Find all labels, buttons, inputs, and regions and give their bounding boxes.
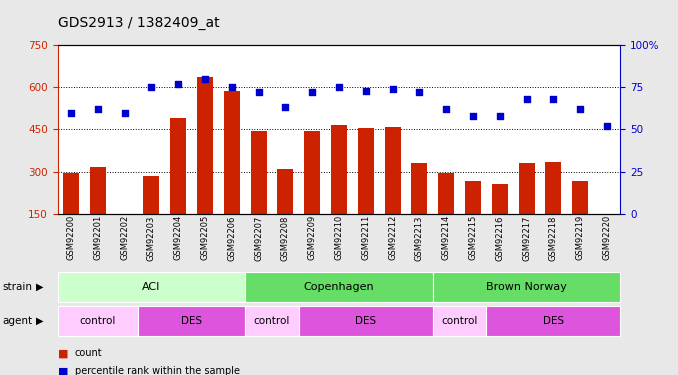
- Point: [306, 89, 317, 95]
- Point: [387, 86, 398, 92]
- Point: [361, 88, 372, 94]
- Bar: [519, 163, 535, 214]
- Bar: [438, 173, 454, 214]
- Text: control: control: [254, 316, 290, 326]
- Text: DES: DES: [355, 316, 376, 326]
- Bar: [572, 182, 589, 214]
- Text: ▶: ▶: [36, 282, 43, 292]
- Text: ■: ■: [58, 366, 68, 375]
- Text: agent: agent: [2, 316, 32, 326]
- Bar: [358, 128, 374, 214]
- Bar: [170, 118, 186, 214]
- Bar: [545, 162, 561, 214]
- Point: [334, 84, 344, 90]
- Text: count: count: [75, 348, 102, 358]
- Point: [146, 84, 157, 90]
- Bar: [251, 131, 266, 214]
- Bar: [63, 173, 79, 214]
- Point: [575, 106, 586, 112]
- Point: [253, 89, 264, 95]
- Bar: [197, 77, 213, 214]
- Text: Brown Norway: Brown Norway: [486, 282, 567, 292]
- Point: [441, 106, 452, 112]
- Text: GDS2913 / 1382409_at: GDS2913 / 1382409_at: [58, 16, 219, 30]
- Point: [601, 123, 612, 129]
- Point: [199, 76, 210, 82]
- Bar: [143, 176, 159, 214]
- Text: Copenhagen: Copenhagen: [304, 282, 374, 292]
- Text: DES: DES: [543, 316, 564, 326]
- Bar: [89, 167, 106, 214]
- Text: ■: ■: [58, 348, 68, 358]
- Bar: [492, 184, 508, 214]
- Point: [548, 96, 559, 102]
- Text: control: control: [79, 316, 116, 326]
- Text: percentile rank within the sample: percentile rank within the sample: [75, 366, 239, 375]
- Text: ▶: ▶: [36, 316, 43, 326]
- Text: strain: strain: [2, 282, 32, 292]
- Point: [173, 81, 184, 87]
- Bar: [465, 182, 481, 214]
- Bar: [384, 127, 401, 214]
- Point: [226, 84, 237, 90]
- Text: ACI: ACI: [142, 282, 161, 292]
- Point: [280, 104, 291, 110]
- Point: [468, 113, 479, 119]
- Point: [414, 89, 425, 95]
- Bar: [277, 169, 294, 214]
- Bar: [304, 131, 320, 214]
- Bar: [331, 125, 347, 214]
- Point: [494, 113, 505, 119]
- Bar: [224, 92, 240, 214]
- Bar: [412, 163, 427, 214]
- Point: [521, 96, 532, 102]
- Text: control: control: [441, 316, 478, 326]
- Point: [92, 106, 103, 112]
- Point: [119, 110, 130, 116]
- Text: DES: DES: [181, 316, 202, 326]
- Point: [66, 110, 77, 116]
